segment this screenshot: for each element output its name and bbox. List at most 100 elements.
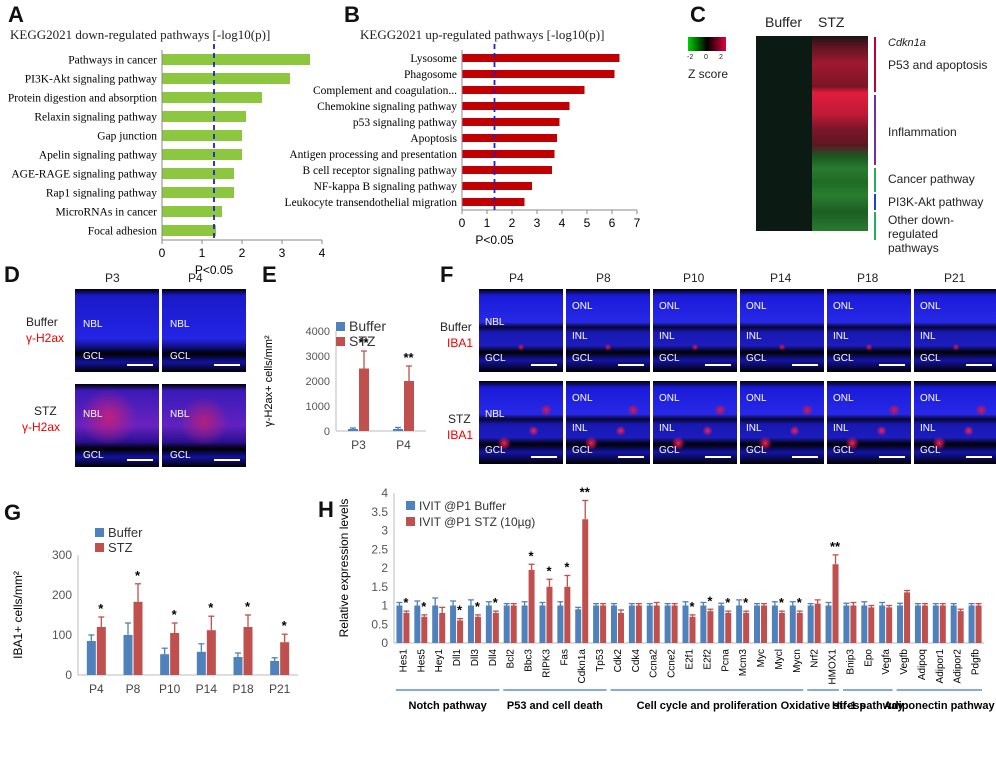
scale-bar xyxy=(127,364,153,366)
panel-a-x-tick-label: 3 xyxy=(279,246,286,260)
panel-h-category-label: Mycl xyxy=(774,649,785,670)
panel-e-legend-label: STZ xyxy=(349,333,376,349)
panel-h-bar-buffer xyxy=(950,605,957,643)
panel-h-bar-stz xyxy=(725,613,732,643)
panel-h-bar-stz xyxy=(832,564,839,643)
panel-f-col-p21: P21 xyxy=(944,271,966,285)
panel-h-y-axis-label: Relative expression levels xyxy=(337,499,351,638)
panel-a-category-label: AGE-RAGE signaling pathway xyxy=(11,169,157,181)
panel-a-title: KEGG2021 down-regulated pathways [-log10… xyxy=(10,27,271,42)
panel-label-f: F xyxy=(440,262,454,287)
micro-f-buffer-p18: ONL INL GCL xyxy=(826,288,912,373)
panel-h-significance: * xyxy=(797,595,803,610)
panel-h-y-tick-label: 1 xyxy=(381,599,388,613)
panel-h-category-label: E2f2 xyxy=(702,649,713,670)
panel-b-bar xyxy=(462,118,560,126)
panel-g-significance: * xyxy=(172,607,178,622)
panel-e-y-tick-label: 1000 xyxy=(306,401,330,413)
panel-h-significance: * xyxy=(725,595,731,610)
panel-b-bar xyxy=(462,150,555,158)
scale-bar xyxy=(966,456,992,458)
panel-h-y-tick-label: 4 xyxy=(381,486,388,500)
panel-a-bar xyxy=(162,92,262,103)
panel-g-significance: * xyxy=(245,599,251,614)
panel-h-category-label: Vegfa xyxy=(881,649,892,675)
layer-label-inl: INL xyxy=(746,423,762,434)
group-label-inflammation: Inflammation xyxy=(888,125,957,139)
panel-h-category-label: Dll3 xyxy=(470,649,481,667)
panel-h-bar-buffer xyxy=(807,605,814,643)
panel-a-chart: Pathways in cancer PI3K-Akt signaling pat… xyxy=(8,44,326,277)
layer-label-inl: INL xyxy=(659,331,675,342)
panel-g-bar-stz xyxy=(243,627,253,675)
panel-h-bar-buffer xyxy=(932,605,939,643)
panel-f-row1-stain: IBA1 xyxy=(447,336,474,350)
panel-h-y-tick-label: 3.5 xyxy=(371,505,388,519)
micro-f-buffer-p21: ONL INL GCL xyxy=(913,288,996,373)
panel-g-bar-buffer xyxy=(160,654,170,675)
panel-h-y-tick-label: 2 xyxy=(381,561,388,575)
panel-g-significance: * xyxy=(282,618,288,633)
panel-b-category-label: B cell receptor signaling pathway xyxy=(302,165,457,177)
panel-g-category-label: P18 xyxy=(232,682,254,696)
panel-h-bar-buffer xyxy=(432,605,439,643)
panel-label-e: E xyxy=(262,262,277,287)
layer-label-gcl: GCL xyxy=(659,353,680,364)
panel-b-title: KEGG2021 up-regulated pathways [-log10(p… xyxy=(360,27,605,42)
panel-g-bar-stz xyxy=(96,627,106,675)
micro-f-stz-p4: NBL GCL xyxy=(478,380,564,465)
micro-d-buffer-p3: NBL GCL xyxy=(74,288,160,373)
panel-a-category-label: Rap1 signaling pathway xyxy=(46,188,157,200)
panel-b-bar xyxy=(462,166,552,174)
pathway-group-label: Hif-1 pathway xyxy=(832,700,904,712)
panel-g-significance: * xyxy=(208,600,214,615)
zscore-colorbar xyxy=(688,37,726,51)
panel-a-category-label: Protein digestion and absorption xyxy=(8,93,157,105)
panel-a-x-tick-label: 2 xyxy=(239,246,246,260)
panel-h-significance: * xyxy=(689,599,695,614)
layer-label-gcl: GCL xyxy=(170,450,191,461)
layer-label-gcl: GCL xyxy=(485,353,506,364)
panel-h-category-label: Bcl2 xyxy=(506,649,517,669)
micro-d-stz-p3: NBL GCL xyxy=(74,383,160,468)
panel-h-bar-buffer xyxy=(879,605,886,643)
layer-label-nbl: NBL xyxy=(485,317,505,328)
group-bar-pi3k xyxy=(874,194,876,210)
panel-f-row1-name: Buffer xyxy=(440,320,472,334)
panel-h-category-label: Cdk4 xyxy=(631,649,642,673)
gene-label-cdkn1a: Cdkn1a xyxy=(888,37,926,49)
layer-label-gcl: GCL xyxy=(746,353,767,364)
panel-a-category-label: Focal adhesion xyxy=(88,226,158,238)
layer-label-gcl: GCL xyxy=(746,445,767,456)
panel-h-bar-stz xyxy=(868,607,875,643)
pathway-group-label: Adiponectin pathway xyxy=(884,700,996,712)
scale-bar xyxy=(705,456,731,458)
panel-h-bar-stz xyxy=(743,613,750,643)
panel-h-significance: * xyxy=(564,560,570,575)
layer-label-inl: INL xyxy=(833,423,849,434)
panel-h-category-label: Bnip3 xyxy=(845,649,856,675)
panel-g-category-label: P21 xyxy=(269,682,291,696)
panel-g-y-tick-label: 300 xyxy=(52,548,72,562)
panel-a-bar xyxy=(162,206,222,217)
panel-h-bar-stz xyxy=(975,605,982,643)
panel-h-bar-buffer xyxy=(736,605,743,643)
panel-h-bar-buffer xyxy=(843,605,850,643)
panel-h-category-label: HMOX1 xyxy=(828,649,839,685)
panel-h-bar-stz xyxy=(886,607,893,643)
panel-g-y-tick-label: 200 xyxy=(52,588,72,602)
heatmap-stz-column xyxy=(812,36,868,231)
panel-a-x-tick-label: 4 xyxy=(319,246,326,260)
panel-h-legend-swatch xyxy=(406,517,415,526)
group-bar-p53 xyxy=(874,37,876,92)
layer-label-nbl: NBL xyxy=(170,319,190,330)
layer-label-onl: ONL xyxy=(659,301,680,312)
layer-label-inl: INL xyxy=(572,423,588,434)
panel-h-bar-stz xyxy=(778,613,785,643)
panel-h-bar-buffer xyxy=(646,605,653,643)
panel-h-category-label: Cdkn1a xyxy=(577,649,588,684)
panel-h-significance: * xyxy=(475,599,481,614)
panel-h-bar-stz xyxy=(564,586,571,643)
scale-bar xyxy=(792,456,818,458)
panel-h-bar-buffer xyxy=(485,605,492,643)
